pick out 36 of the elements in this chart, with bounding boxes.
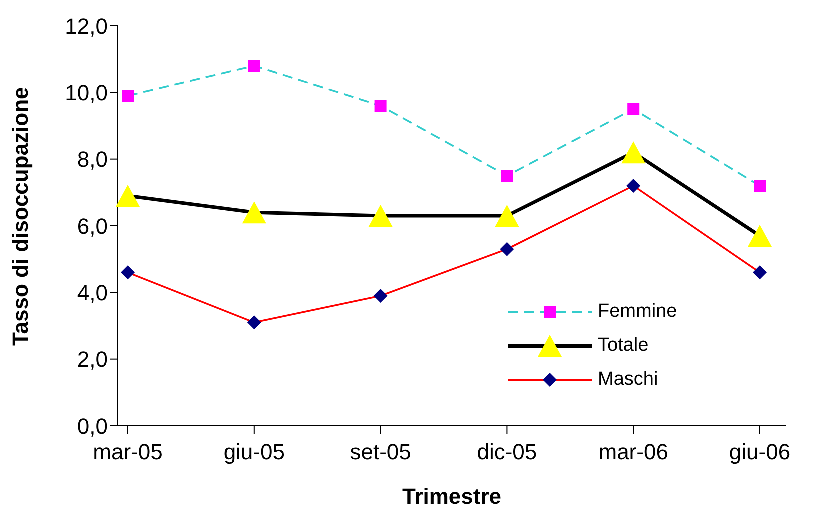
point	[500, 242, 514, 256]
y-tick-label: 8,0	[77, 147, 108, 172]
x-tick-label: set-05	[350, 440, 412, 465]
point	[753, 266, 767, 280]
point	[121, 266, 135, 280]
point	[368, 205, 393, 227]
point	[242, 202, 266, 224]
legend-label: Totale	[598, 335, 649, 357]
y-tick-label: 0,0	[77, 414, 108, 439]
point	[626, 179, 641, 193]
y-tick-label: 10,0	[65, 80, 108, 106]
legend-label: Maschi	[598, 369, 658, 391]
x-tick-label: giu-06	[729, 440, 791, 465]
x-tick-label: mar-06	[598, 440, 668, 465]
point	[374, 100, 387, 112]
x-axis-title: Trimestre	[402, 484, 502, 509]
y-tick-label: 4,0	[77, 280, 108, 306]
y-tick-label: 12,0	[65, 14, 108, 39]
point	[748, 225, 772, 247]
x-tick-label: giu-05	[224, 440, 285, 465]
point	[247, 316, 262, 330]
legend-label: Femmine	[598, 301, 678, 323]
point	[122, 90, 134, 102]
x-tick-label: mar-05	[93, 440, 163, 465]
y-tick-label: 2,0	[77, 347, 108, 372]
point	[754, 180, 766, 192]
point	[495, 205, 520, 227]
point	[628, 103, 640, 116]
y-tick-label: 6,0	[77, 214, 108, 239]
x-tick-label: dic-05	[477, 440, 538, 465]
point	[374, 289, 388, 303]
point	[248, 60, 260, 72]
point	[116, 185, 140, 207]
point	[622, 142, 646, 164]
point	[501, 170, 514, 182]
y-axis-title: Tasso di disoccupazione	[8, 87, 33, 346]
